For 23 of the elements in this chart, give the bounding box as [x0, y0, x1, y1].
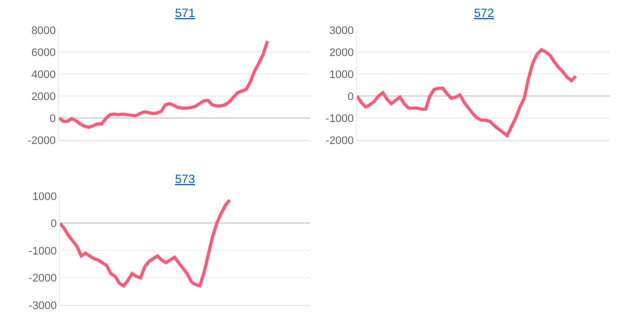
y-tick-label: 4000	[31, 68, 56, 81]
y-tick-label: 2000	[329, 46, 354, 59]
y-tick-label: 1000	[32, 190, 57, 203]
y-tick-label: -1000	[28, 245, 57, 258]
y-tick-label: 0	[50, 112, 56, 125]
y-tick-label: 0	[50, 218, 57, 230]
y-tick-label: 3000	[329, 24, 354, 37]
chart-title: 572	[474, 6, 494, 20]
line-series	[357, 48, 578, 138]
y-tick-label: 8000	[31, 24, 56, 37]
y-tick-label: 0	[348, 90, 354, 103]
y-tick-label: 2000	[31, 90, 56, 103]
y-tick-label: -2000	[326, 134, 354, 147]
y-tick-label: 6000	[31, 46, 56, 59]
y-tick-label: -3000	[28, 300, 57, 312]
line-series	[60, 198, 232, 288]
chart-title: 573	[175, 172, 196, 186]
chart-title: 571	[175, 6, 196, 20]
y-tick-label: 1000	[329, 68, 354, 81]
y-tick-label: -1000	[326, 112, 354, 125]
y-tick-label: -2000	[28, 134, 56, 147]
line-series	[59, 39, 270, 129]
y-tick-label: -2000	[28, 272, 57, 285]
